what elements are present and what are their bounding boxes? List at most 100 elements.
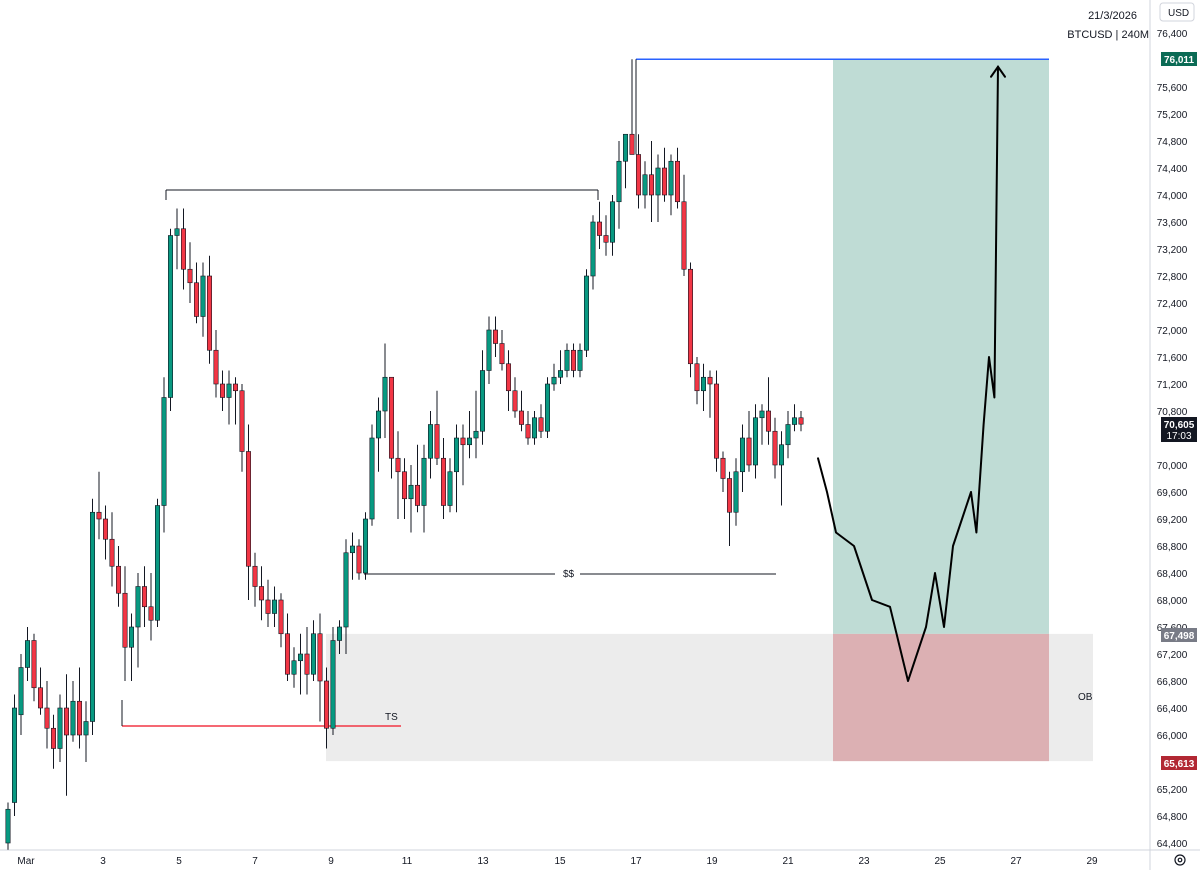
candle-down — [772, 430, 778, 466]
candles-layer — [5, 59, 804, 850]
currency-box[interactable] — [1159, 2, 1195, 22]
price-tick-label: 68,000 — [1157, 596, 1188, 607]
date-tick-label: 25 — [934, 856, 946, 867]
candle-up — [616, 160, 622, 203]
date-tick-label: 17 — [630, 856, 642, 867]
candle-down — [694, 363, 700, 392]
candle-up — [168, 235, 174, 398]
candle-up — [486, 329, 492, 371]
candle-down — [317, 633, 323, 682]
target-badge: 76,011 — [1161, 52, 1197, 66]
candle-up — [655, 167, 661, 196]
price-tick-label: 65,200 — [1157, 785, 1188, 796]
levels-layer — [121, 58, 1049, 727]
candle-up — [564, 349, 570, 371]
candle-up — [336, 626, 342, 641]
profit-zone — [833, 59, 1049, 634]
candle-down — [460, 437, 466, 446]
candle-up — [421, 457, 427, 506]
date-tick-label: 11 — [402, 856, 413, 867]
header-date: 21/3/2026 — [1088, 10, 1137, 22]
candle-down — [681, 201, 687, 270]
candle-up — [375, 410, 381, 439]
time-axis[interactable]: Mar 3 5 7 9 11 13 15 17 19 21 23 25 27 29 — [17, 856, 1098, 867]
candle-up — [226, 383, 232, 398]
candle-up — [453, 437, 459, 473]
candle-up — [752, 417, 758, 466]
candle-down — [304, 653, 310, 675]
settings-gear-icon[interactable] — [1174, 854, 1186, 866]
ts-label: TS — [385, 712, 398, 723]
candle-up — [642, 174, 648, 196]
projection-arrowhead — [990, 65, 1006, 78]
price-axis[interactable]: 76,400 75,600 75,200 74,800 74,400 74,000 73,6… — [1157, 29, 1188, 850]
candle-down — [414, 484, 420, 506]
candle-down — [252, 565, 258, 587]
candle-down — [492, 329, 498, 344]
candle-down — [746, 437, 752, 466]
candle-down — [31, 640, 37, 689]
price-tick-label: 66,400 — [1157, 704, 1188, 715]
candle-down — [220, 383, 226, 398]
date-tick-label: 19 — [706, 856, 718, 867]
candle-down — [258, 586, 264, 601]
candle-down — [499, 343, 505, 365]
candle-down — [687, 268, 693, 365]
candle-up — [557, 370, 563, 378]
candle-down — [674, 160, 680, 203]
candle-down — [505, 363, 511, 392]
candle-down — [194, 282, 200, 317]
candle-down — [246, 451, 252, 567]
candle-down — [109, 538, 115, 567]
candle-down — [213, 349, 219, 385]
candle-up — [18, 667, 24, 716]
svg-text:67,498: 67,498 — [1164, 631, 1195, 642]
candle-down — [440, 457, 446, 506]
candle-up — [297, 653, 303, 662]
price-tick-label: 71,200 — [1157, 380, 1188, 391]
price-tick-label: 75,200 — [1157, 110, 1188, 121]
date-tick-label: 23 — [858, 856, 870, 867]
candle-down — [518, 410, 524, 425]
price-tick-label: 64,800 — [1157, 812, 1188, 823]
price-tick-label: 74,800 — [1157, 137, 1188, 148]
price-tick-label: 69,200 — [1157, 515, 1188, 526]
candle-up — [427, 424, 433, 459]
price-tick-label: 69,600 — [1157, 488, 1188, 499]
date-tick-label: 21 — [782, 856, 794, 867]
price-tick-label: 73,600 — [1157, 218, 1188, 229]
candle-down — [388, 376, 394, 459]
date-tick-label: 15 — [554, 856, 566, 867]
candle-up — [447, 471, 453, 506]
price-tick-label: 74,400 — [1157, 164, 1188, 175]
ss-label: $$ — [563, 569, 575, 580]
svg-text:76,011: 76,011 — [1164, 55, 1194, 66]
svg-text:65,613: 65,613 — [1164, 759, 1195, 770]
date-tick-label: 27 — [1010, 856, 1022, 867]
candle-down — [512, 390, 518, 412]
currency-label[interactable]: USD — [1168, 8, 1189, 19]
candle-down — [525, 424, 531, 439]
date-tick-label: 29 — [1086, 856, 1098, 867]
candle-down — [148, 606, 154, 621]
candle-down — [596, 221, 602, 236]
price-tick-label: 76,400 — [1157, 29, 1188, 40]
candle-down — [122, 592, 128, 648]
candle-up — [791, 417, 797, 425]
candle-up — [531, 417, 537, 439]
candle-down — [356, 545, 362, 574]
candle-up — [271, 599, 277, 614]
candle-up — [622, 133, 628, 162]
candle-up — [5, 808, 11, 844]
loss-zone — [833, 633, 1049, 762]
candle-down — [181, 228, 187, 270]
date-tick-label: 7 — [252, 856, 258, 867]
candle-up — [161, 397, 167, 506]
entry-badge: 67,498 — [1161, 628, 1197, 642]
candle-up — [24, 640, 30, 668]
zones-layer — [326, 59, 1093, 762]
candle-down — [284, 633, 290, 675]
candle-up — [551, 376, 557, 385]
price-tick-label: 66,000 — [1157, 731, 1188, 742]
